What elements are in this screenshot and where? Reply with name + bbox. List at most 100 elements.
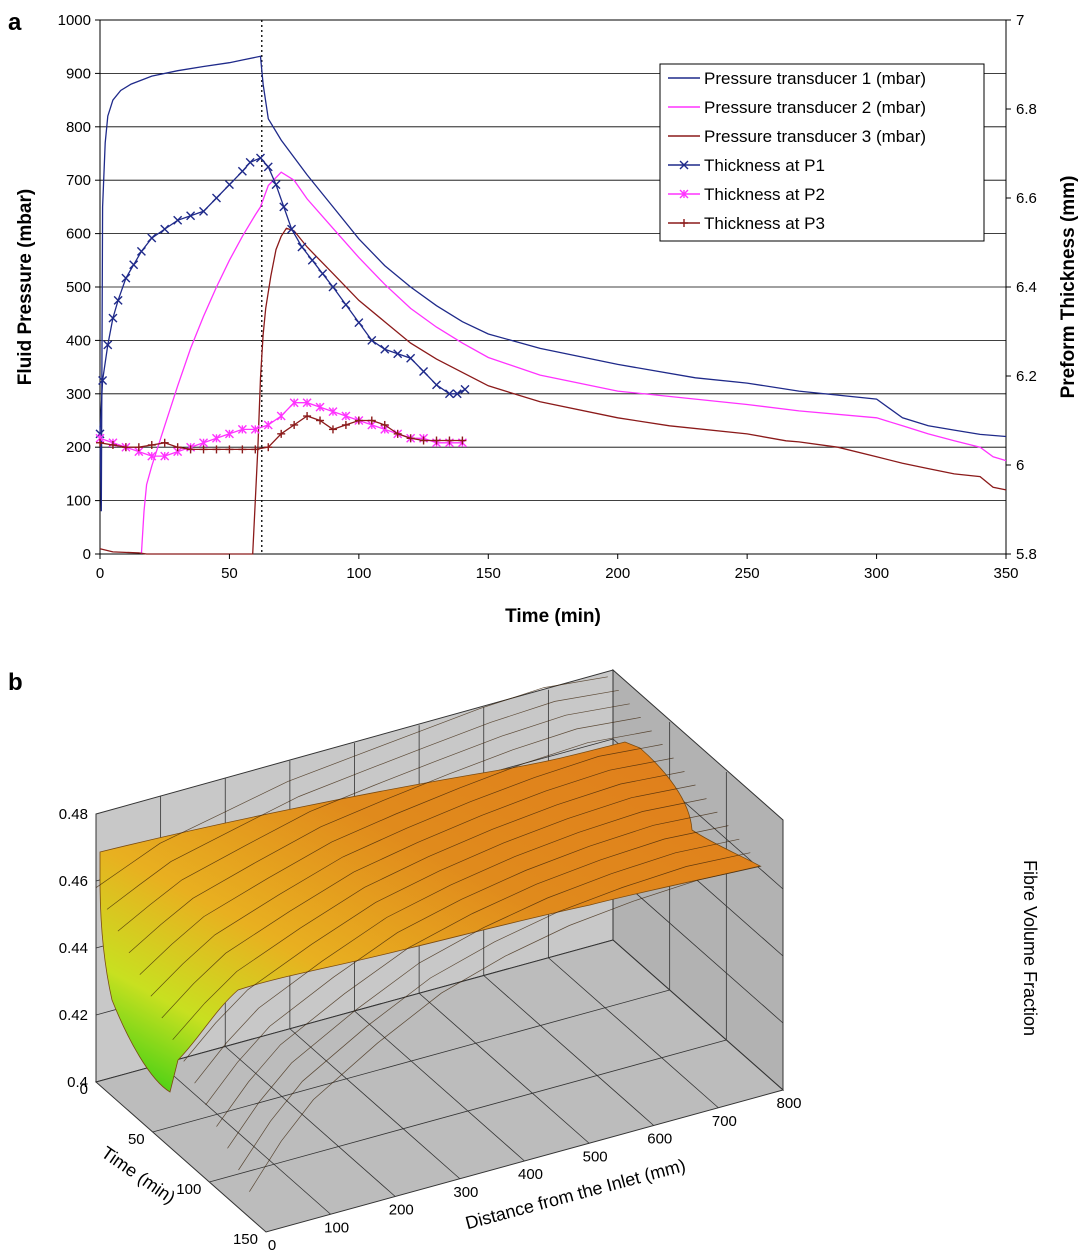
a-series-5: [95, 398, 467, 461]
b-distance-tick-label: 700: [712, 1113, 737, 1130]
a-data-point: [452, 389, 462, 399]
a-y2-axis-label: Preform Thickness (mm): [1058, 176, 1079, 399]
b-floor-grid-t: [152, 989, 670, 1133]
a-data-point: [341, 411, 351, 421]
a-legend-label: Pressure transducer 1 (mbar): [704, 69, 926, 88]
b-contour-line: [161, 757, 674, 1019]
b-contour-line: [194, 798, 707, 1084]
a-data-point: [419, 436, 428, 445]
a-data-point: [103, 340, 113, 350]
a-legend-label: Thickness at P2: [704, 185, 825, 204]
panel-b-surface-chart: b 0.4 0.42 0.44 0.46 0.48 0 50 100 150 0 100 200 3…: [8, 668, 1040, 1252]
a-y-tick-label: 600: [66, 226, 91, 243]
a-data-point: [307, 255, 317, 265]
a-data-point: [212, 445, 221, 454]
b-z-axis-ticks: 0.4 0.42 0.44 0.46 0.48: [59, 806, 88, 1091]
panel-label-a: a: [8, 9, 22, 36]
b-distance-axis-ticks: 0 100 200 300 400 500 600 700 800: [268, 1095, 802, 1252]
a-data-point: [328, 282, 338, 292]
b-contour-line: [106, 689, 619, 910]
a-data-point: [199, 438, 209, 448]
a-data-point: [108, 440, 117, 449]
b-time-axis-label: Time (min): [98, 1142, 179, 1207]
b-floor-grid-x: [483, 975, 655, 1126]
a-series-line: [140, 171, 1007, 555]
b-time-tick-label: 150: [233, 1231, 258, 1248]
a-series-layer: [95, 55, 1007, 555]
a-data-point: [279, 202, 289, 212]
b-z-tick-label: 0.4: [67, 1074, 88, 1091]
a-x-axis-label: Time (min): [505, 606, 601, 627]
a-data-point: [290, 420, 299, 429]
a-legend-item: Pressure transducer 3 (mbar): [668, 127, 926, 146]
a-data-point: [211, 193, 221, 203]
a-y2-tick-label: 6.4: [1016, 279, 1037, 296]
a-y-tick-label: 700: [66, 172, 91, 189]
a-y2-tick-label: 6.6: [1016, 190, 1037, 207]
a-data-point: [147, 451, 157, 461]
b-contour-line: [227, 838, 740, 1149]
a-data-point: [367, 416, 376, 425]
a-y-tick-label: 0: [83, 546, 91, 563]
a-data-point: [160, 438, 169, 447]
a-data-point: [173, 215, 183, 225]
b-floor-grid-x: [354, 1010, 525, 1162]
a-data-point: [287, 224, 297, 234]
a-data-point: [255, 153, 265, 163]
a-x-tick-label: 300: [864, 565, 889, 582]
a-legend-label: Pressure transducer 2 (mbar): [704, 98, 926, 117]
a-y2-tick-label: 7: [1016, 12, 1024, 29]
a-legend-item: Pressure transducer 2 (mbar): [668, 98, 926, 117]
b-distance-tick-label: 300: [453, 1184, 478, 1201]
a-data-point: [458, 436, 467, 445]
a-x-tick-label: 200: [605, 565, 630, 582]
b-time-tick-label: 100: [176, 1181, 201, 1198]
a-data-point: [186, 445, 195, 454]
a-data-point: [160, 224, 170, 234]
a-y2-tick-label: 6.8: [1016, 101, 1037, 118]
b-contour-line: [150, 744, 663, 997]
a-y-tick-label: 800: [66, 119, 91, 136]
a-series-2: [140, 171, 1007, 555]
a-data-point: [432, 380, 442, 390]
a-y-tick-label: 200: [66, 439, 91, 456]
a-data-point: [432, 436, 441, 445]
a-data-point: [303, 412, 312, 421]
b-contour-line: [238, 852, 751, 1171]
a-data-point: [289, 398, 299, 408]
a-data-point: [393, 349, 403, 359]
a-data-point: [224, 429, 234, 439]
a-y-tick-label: 400: [66, 332, 91, 349]
a-y-tick-label: 100: [66, 493, 91, 510]
b-z-tick-label: 0.44: [59, 940, 88, 957]
a-y-tick-label: 1000: [58, 12, 91, 29]
b-contour-line: [117, 703, 630, 932]
a-data-point: [121, 273, 131, 283]
a-data-point: [224, 180, 234, 190]
b-contour-line: [205, 811, 718, 1106]
a-data-point: [276, 411, 286, 421]
a-legend-label: Pressure transducer 3 (mbar): [704, 127, 926, 146]
panel-label-b: b: [8, 669, 23, 696]
b-floor-grid-x: [224, 1046, 396, 1197]
a-data-point: [460, 384, 470, 394]
a-data-point: [271, 180, 281, 190]
a-data-point: [96, 438, 104, 447]
a-legend: Pressure transducer 1 (mbar) Pressure tra…: [659, 63, 985, 242]
a-x-tick-label: 100: [346, 565, 371, 582]
a-data-point: [160, 451, 170, 461]
b-z-tick-label: 0.48: [59, 806, 88, 823]
a-series-line: [99, 55, 1007, 512]
a-data-point: [264, 443, 273, 452]
b-z-tick-label: 0.42: [59, 1007, 88, 1024]
b-surface-contours: [95, 676, 762, 1192]
b-time-tick-label: 50: [128, 1131, 145, 1148]
a-series-line: [99, 227, 1007, 555]
b-contour-line: [172, 771, 685, 1040]
a-y-tick-label: 300: [66, 386, 91, 403]
a-legend-label: Thickness at P1: [704, 156, 825, 175]
a-series-6: [96, 412, 467, 454]
a-data-point: [419, 367, 429, 377]
a-data-point: [251, 445, 260, 454]
a-x-tick-label: 250: [735, 565, 760, 582]
